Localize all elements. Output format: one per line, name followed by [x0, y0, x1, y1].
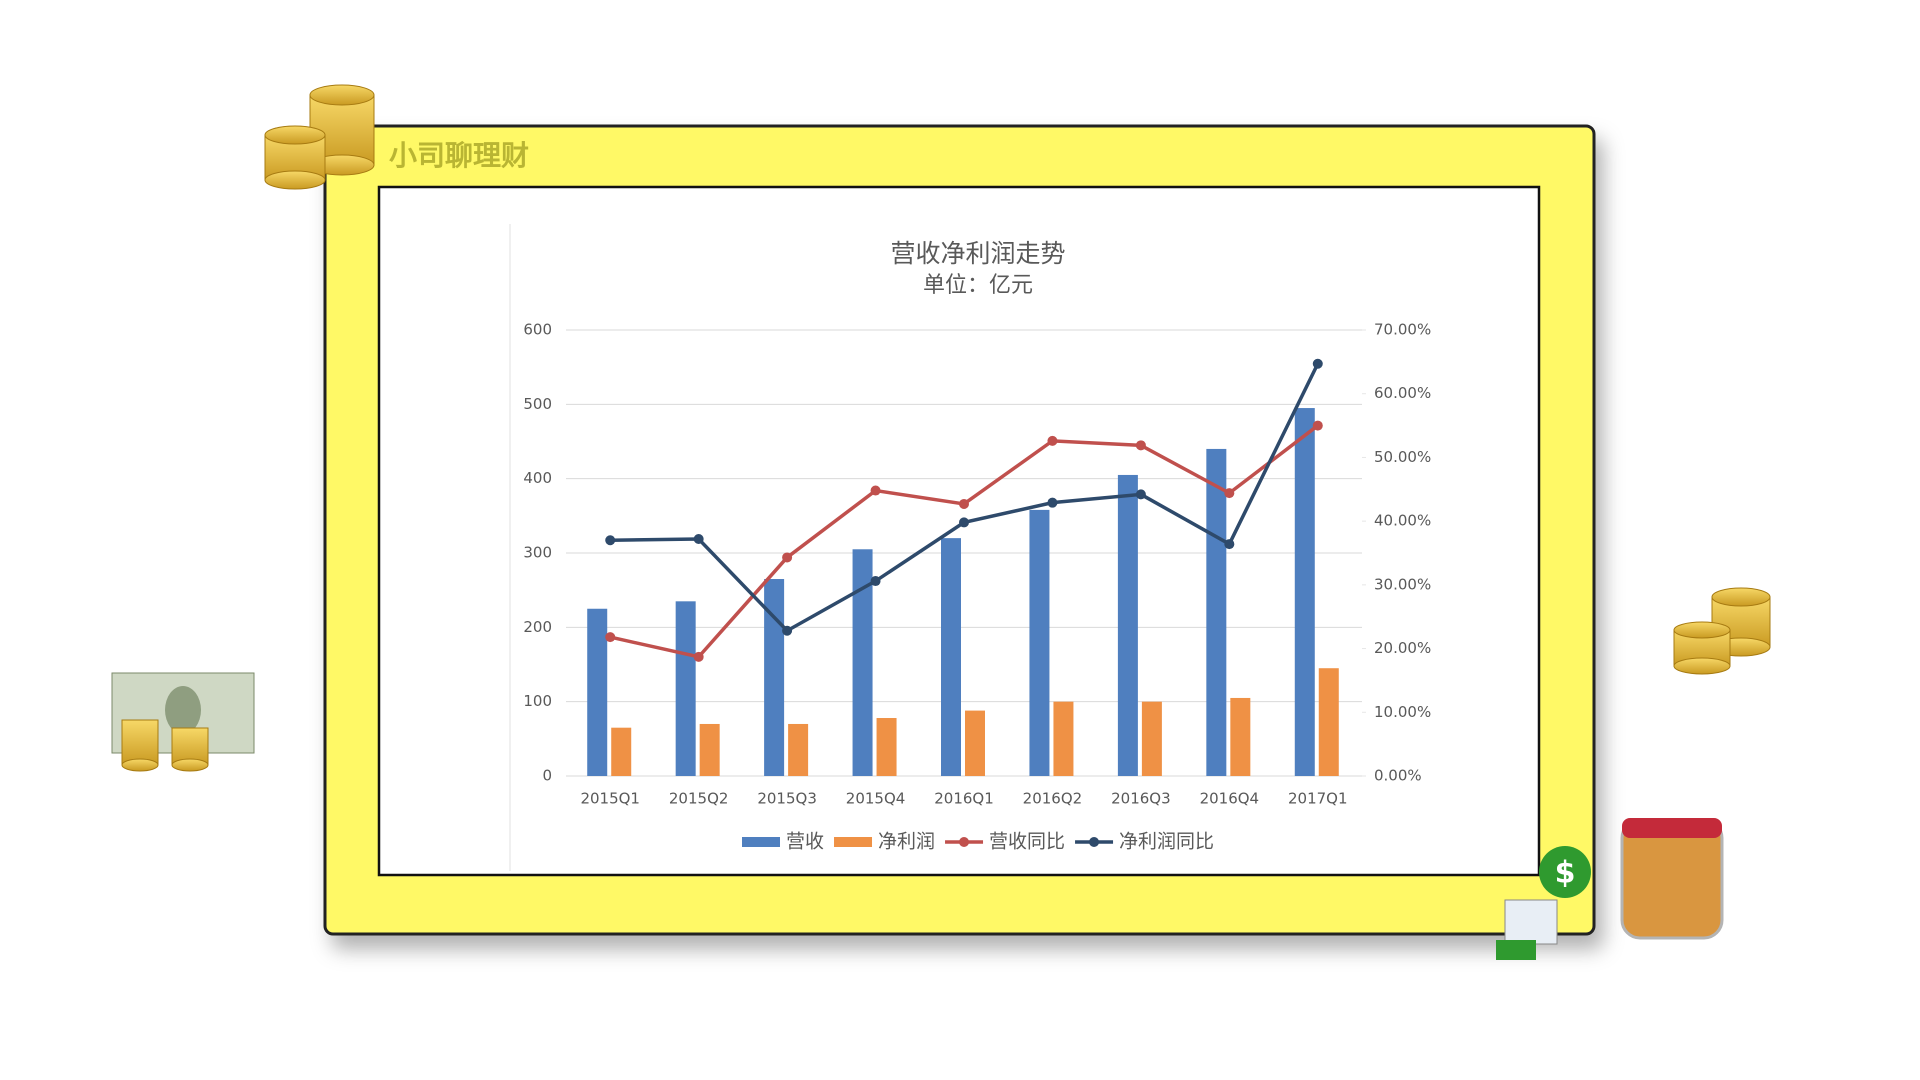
legend-label: 净利润: [878, 831, 935, 853]
bar: [611, 727, 632, 776]
y-tick-label: 100: [523, 692, 552, 710]
y2-tick-label: 40.00%: [1374, 512, 1431, 530]
x-tick-label: 2015Q4: [846, 790, 906, 808]
line-point: [1312, 358, 1323, 369]
line-point: [870, 576, 881, 587]
line-point: [959, 517, 969, 528]
bar: [1230, 697, 1251, 776]
x-tick-label: 2016Q1: [934, 790, 994, 808]
legend-swatch-dot: [959, 837, 970, 847]
bar: [1206, 448, 1227, 776]
y2-tick-label: 10.00%: [1374, 703, 1431, 721]
legend-swatch-dot: [1089, 837, 1100, 847]
line-point: [782, 552, 793, 563]
y2-tick-label: 50.00%: [1374, 448, 1431, 466]
jar-icon: [1620, 818, 1724, 940]
legend-label: 净利润同比: [1119, 831, 1214, 853]
line-point: [1135, 440, 1146, 451]
legend-label: 营收: [786, 831, 824, 853]
line-point: [1047, 497, 1058, 508]
money-icon: [111, 672, 255, 772]
bar: [1294, 408, 1315, 776]
chart-subtitle: 单位：亿元: [923, 273, 1033, 298]
y2-tick-label: 70.00%: [1374, 321, 1431, 339]
y2-tick-label: 0.00%: [1374, 767, 1422, 785]
chart-title: 营收净利润走势: [890, 239, 1065, 268]
bar: [1318, 668, 1339, 776]
bag-icon: $: [1496, 846, 1591, 960]
x-tick-label: 2016Q3: [1111, 790, 1171, 808]
line-point: [1135, 489, 1146, 500]
legend-swatch: [834, 837, 873, 847]
x-tick-label: 2015Q2: [669, 790, 729, 808]
y-tick-label: 0: [542, 767, 552, 785]
line-point: [693, 651, 704, 662]
bar: [587, 608, 608, 776]
line-point: [1047, 435, 1058, 446]
line-point: [1312, 420, 1323, 431]
x-tick-label: 2017Q1: [1288, 790, 1348, 808]
y2-tick-label: 30.00%: [1374, 575, 1431, 593]
y-tick-label: 400: [523, 469, 552, 487]
line-point: [1224, 539, 1235, 550]
y-tick-label: 600: [523, 321, 552, 339]
bar: [788, 723, 809, 776]
x-tick-label: 2015Q1: [580, 790, 640, 808]
coins-icon: [264, 84, 375, 190]
y-tick-label: 500: [523, 395, 552, 413]
line-point: [782, 625, 793, 636]
bar: [941, 538, 961, 776]
line-point: [1224, 488, 1235, 499]
bar: [1029, 509, 1050, 776]
line-point: [959, 498, 969, 509]
x-tick-label: 2016Q2: [1023, 790, 1083, 808]
y-tick-label: 200: [523, 618, 552, 636]
bar: [1117, 474, 1138, 776]
bar: [699, 723, 720, 776]
line-point: [605, 632, 616, 643]
line-point: [870, 485, 881, 496]
bar: [764, 579, 785, 776]
line-point: [605, 535, 616, 546]
bar: [965, 710, 985, 776]
brand: 小司聊理财: [389, 139, 529, 172]
y2-tick-label: 20.00%: [1374, 639, 1431, 657]
bar: [876, 718, 897, 776]
svg-text:$: $: [1555, 856, 1576, 891]
y-tick-label: 300: [523, 544, 552, 562]
legend-swatch: [742, 837, 780, 847]
legend-label: 营收同比: [989, 831, 1065, 853]
bar: [852, 549, 873, 776]
coins-icon-right: [1673, 587, 1771, 675]
y2-tick-label: 60.00%: [1374, 384, 1431, 402]
bar: [675, 601, 696, 776]
line-point: [693, 533, 704, 544]
x-tick-label: 2015Q3: [757, 790, 817, 808]
x-tick-label: 2016Q4: [1200, 790, 1260, 808]
bar: [1053, 701, 1074, 776]
bar: [1141, 701, 1162, 776]
